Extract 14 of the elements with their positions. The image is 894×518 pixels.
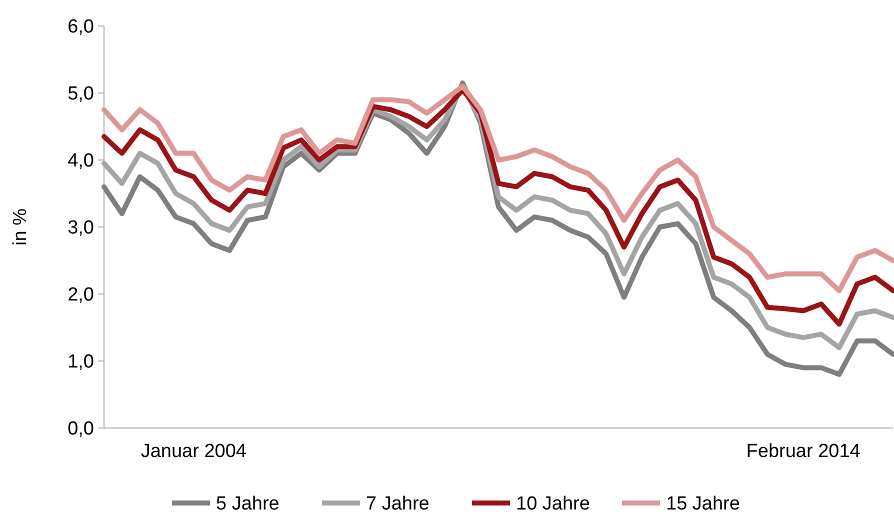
legend-label: 5 Jahre: [216, 494, 280, 515]
legend-label: 10 Jahre: [516, 494, 590, 515]
y-tick-label: 4,0: [68, 150, 94, 172]
x-tick-label: Februar 2014: [746, 441, 861, 462]
y-tick-label: 3,0: [68, 218, 94, 239]
legend-label: 15 Jahre: [666, 494, 740, 515]
y-tick-label: 0,0: [68, 418, 94, 440]
y-tick-label: 5,0: [68, 84, 94, 105]
legend-label: 7 Jahre: [366, 494, 430, 515]
x-tick-label: Januar 2004: [140, 441, 247, 462]
y-tick-label: 6,0: [68, 16, 94, 38]
y-tick-label: 2,0: [68, 284, 94, 306]
y-axis-title: in %: [10, 208, 31, 246]
y-tick-label: 1,0: [68, 352, 94, 373]
